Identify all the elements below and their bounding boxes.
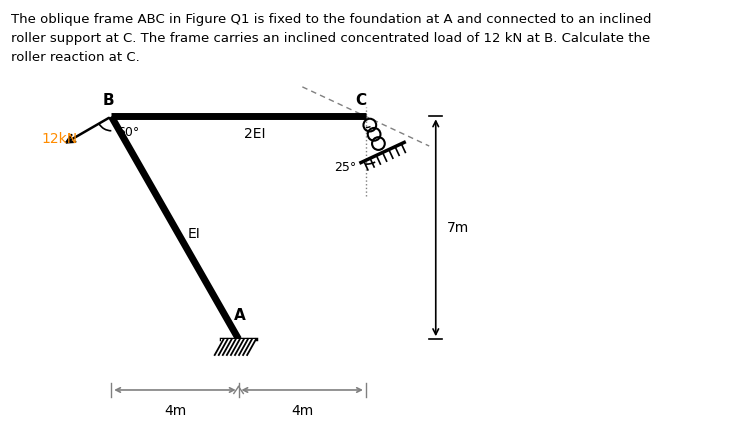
Text: 60°: 60°	[117, 125, 139, 139]
Text: 7m: 7m	[447, 221, 469, 235]
Text: A: A	[234, 308, 246, 323]
Text: 2EI: 2EI	[244, 127, 265, 141]
Text: 4m: 4m	[164, 405, 186, 418]
Text: 4m: 4m	[291, 405, 313, 418]
Text: EI: EI	[188, 227, 201, 241]
Text: 12kN: 12kN	[41, 132, 77, 146]
Text: B: B	[102, 93, 114, 108]
Text: 25°: 25°	[334, 161, 356, 173]
Bar	[221, 339, 256, 357]
Text: The oblique frame ABC in Figure Q1 is fixed to the foundation at A and connected: The oblique frame ABC in Figure Q1 is fi…	[11, 13, 652, 64]
Text: C: C	[355, 93, 366, 108]
